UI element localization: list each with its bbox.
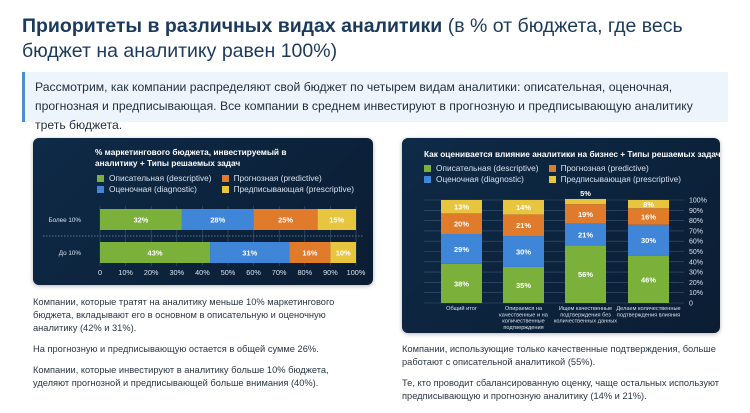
data-label: 30% bbox=[641, 236, 656, 245]
y-tick-label: 40% bbox=[689, 259, 703, 266]
intro-callout: Рассмотрим, как компании распределяют св… bbox=[22, 72, 728, 132]
x-tick-label: 0 bbox=[98, 268, 102, 277]
left-commentary: Компании, которые тратят на аналитику ме… bbox=[33, 296, 353, 398]
data-label: 35% bbox=[516, 281, 531, 290]
y-tick-label: 60% bbox=[689, 239, 703, 246]
bar-segment bbox=[565, 223, 606, 246]
data-label: 16% bbox=[302, 249, 317, 258]
y-category-label: До 10% bbox=[59, 250, 82, 257]
data-label: 16% bbox=[641, 212, 656, 221]
data-label: 30% bbox=[516, 248, 531, 257]
bar-segment bbox=[441, 213, 482, 234]
y-tick-label: 30% bbox=[689, 270, 703, 277]
x-tick-label: 70% bbox=[272, 268, 287, 277]
y-tick-label: 90% bbox=[689, 208, 703, 215]
bar-segment bbox=[503, 214, 544, 237]
data-label: 29% bbox=[454, 245, 469, 254]
horizontal-stacked-bar-chart: 0 10% 20% 30% 40% 50% 60% 70% 80% 90% 100% Более 10… bbox=[43, 206, 366, 277]
bar-segment bbox=[628, 255, 669, 303]
x-tick-label: 90% bbox=[323, 268, 338, 277]
data-label: 21% bbox=[578, 231, 593, 240]
bar-segment bbox=[503, 200, 544, 215]
data-label: 25% bbox=[278, 216, 293, 225]
bar-segment bbox=[181, 209, 254, 230]
paragraph: Те, кто проводит сбалансированную оценку… bbox=[402, 378, 719, 401]
vertical-stacked-bar-chart: 100% 90% 80% 70% 60% 50% 40% 30% 20% 10% 0 38% 29% 20… bbox=[424, 189, 707, 331]
y-tick-label: 70% bbox=[689, 228, 703, 235]
page-title: Приоритеты в различных видах аналитики (… bbox=[22, 15, 683, 62]
x-tick-label: 40% bbox=[195, 268, 210, 277]
bar-segment bbox=[210, 242, 290, 263]
bar-segment bbox=[289, 242, 331, 263]
y-category-label: Более 10% bbox=[48, 217, 81, 224]
data-label: 13% bbox=[454, 203, 469, 212]
x-category-label: Опираемся на качественные и на количествен… bbox=[499, 306, 549, 331]
bar-segment bbox=[317, 209, 356, 230]
chart-card-budget: % маркетингового бюджета, инвестируемый … bbox=[33, 138, 373, 285]
data-label: 8% bbox=[643, 200, 654, 209]
bar-segment bbox=[628, 224, 669, 256]
data-label: 28% bbox=[210, 216, 225, 225]
chart-title: % маркетингового бюджета, инвестируемый … bbox=[95, 147, 287, 168]
x-tick-label: 10% bbox=[118, 268, 133, 277]
data-label: 56% bbox=[578, 270, 593, 279]
data-label: 15% bbox=[329, 216, 344, 225]
x-tick-label: 80% bbox=[297, 268, 312, 277]
paragraph: Компании, использующие только качественн… bbox=[402, 344, 716, 367]
bar-segment bbox=[100, 242, 211, 263]
data-label: 19% bbox=[578, 210, 593, 219]
chart-legend: Описательная (descriptive) Прогнозная (p… bbox=[97, 173, 354, 194]
data-label: 46% bbox=[641, 275, 656, 284]
chart-title: Как оценивается влияние аналитики на биз… bbox=[424, 149, 721, 159]
x-category-label: Общий итог bbox=[446, 305, 477, 312]
x-tick-label: 60% bbox=[246, 268, 261, 277]
data-label: 31% bbox=[242, 249, 257, 258]
bar-segment bbox=[628, 208, 669, 225]
x-tick-label: 50% bbox=[221, 268, 236, 277]
y-tick-label: 0 bbox=[689, 301, 693, 308]
x-category-label: Делаем количественные подтверждения влиян… bbox=[616, 306, 680, 318]
data-label: 32% bbox=[133, 216, 148, 225]
right-commentary: Компании, использующие только качественн… bbox=[402, 343, 722, 411]
bar-segment bbox=[100, 209, 182, 230]
x-tick-label: 100% bbox=[347, 268, 366, 277]
bar-segment bbox=[503, 266, 544, 303]
y-tick-label: 100% bbox=[689, 198, 707, 205]
data-label: 21% bbox=[516, 221, 531, 230]
chart-card-impact: Как оценивается влияние аналитики на биз… bbox=[402, 138, 721, 333]
data-label: 20% bbox=[454, 220, 469, 229]
paragraph: Компании, которые тратят на аналитику ме… bbox=[33, 297, 335, 333]
data-label: 10% bbox=[336, 249, 351, 258]
y-tick-label: 80% bbox=[689, 218, 703, 225]
x-tick-label: 30% bbox=[169, 268, 184, 277]
bar-segment bbox=[565, 198, 606, 205]
bar-segment bbox=[565, 245, 606, 303]
x-tick-label: 20% bbox=[144, 268, 159, 277]
data-label: 14% bbox=[516, 203, 531, 212]
bar-segment bbox=[503, 236, 544, 267]
bar-segment bbox=[441, 263, 482, 303]
bar-segment bbox=[441, 200, 482, 214]
bar-segment bbox=[253, 209, 318, 230]
bar-segment bbox=[441, 233, 482, 264]
chart-legend: Описательная (descriptive) Прогнозная (p… bbox=[424, 163, 681, 184]
x-category-label: Ищем качественные подтверждения без количе… bbox=[554, 306, 617, 325]
bar-segment bbox=[565, 204, 606, 224]
y-tick-label: 50% bbox=[689, 249, 703, 256]
data-label: 38% bbox=[454, 279, 469, 288]
paragraph: Компании, которые инвестируют в аналитик… bbox=[33, 365, 329, 388]
data-label: 5% bbox=[580, 189, 591, 198]
bar-segment bbox=[628, 200, 669, 209]
y-tick-label: 20% bbox=[689, 280, 703, 287]
y-tick-label: 10% bbox=[689, 290, 703, 297]
paragraph: На прогнозную и предписывающую остается … bbox=[33, 344, 319, 354]
data-label: 43% bbox=[148, 249, 163, 258]
bar-segment bbox=[330, 242, 356, 263]
